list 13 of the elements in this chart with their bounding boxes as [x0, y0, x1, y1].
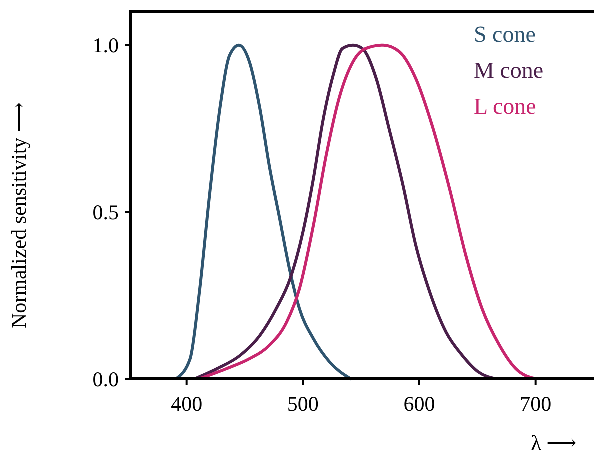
x-tick-label: 400	[171, 392, 203, 416]
x-tick-label: 600	[404, 392, 436, 416]
line-series	[174, 44, 352, 380]
y-tick-label: 0.5	[92, 200, 119, 225]
x-tick-label: 500	[287, 392, 319, 416]
x-tick-label: 700	[520, 392, 552, 416]
y-axis-title: Normalized sensitivity ⟶	[7, 102, 31, 329]
series-label: L cone	[474, 94, 536, 119]
text: S cone	[474, 22, 536, 47]
text: M cone	[474, 58, 544, 83]
y-tick-label: 0.0	[92, 367, 119, 392]
x-axis-title: λ ⟶	[531, 431, 577, 454]
y-tick-label: 1.0	[92, 34, 119, 58]
